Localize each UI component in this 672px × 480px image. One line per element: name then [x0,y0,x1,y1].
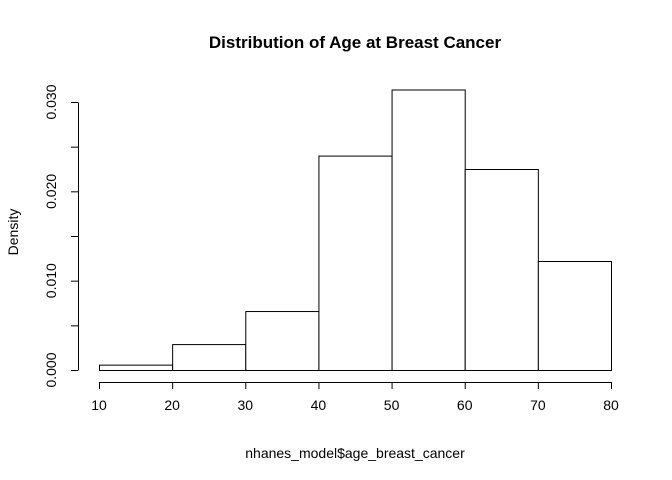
y-tick-label-0.030: 0.030 [43,84,59,119]
x-tick-label-70: 70 [530,397,546,413]
histogram-bar-60-70 [464,169,539,371]
histogram-bar-40-50 [318,155,393,371]
histogram-bars [99,89,612,372]
y-tick-label-0.000: 0.000 [43,352,59,387]
histogram-bar-50-60 [391,89,466,371]
x-tick-label-50: 50 [384,397,400,413]
x-tick-label-60: 60 [457,397,473,413]
y-axis-label: Density [5,209,21,256]
histogram-bar-20-30 [172,344,247,371]
x-tick-label-80: 80 [603,397,619,413]
y-axis: 0.000 0.010 0.020 0.030 [43,84,79,388]
histogram-bar-10-20 [99,364,174,372]
y-tick-label-0.020: 0.020 [43,174,59,209]
y-tick-label-0.010: 0.010 [43,263,59,298]
x-tick-label-40: 40 [311,397,327,413]
x-tick-label-30: 30 [237,397,253,413]
chart-title: Distribution of Age at Breast Cancer [209,33,502,52]
x-axis-label: nhanes_model$age_breast_cancer [245,445,465,461]
x-tick-label-20: 20 [164,397,180,413]
x-tick-label-10: 10 [91,397,107,413]
x-axis: 10 20 30 40 50 60 70 80 [91,382,619,413]
histogram-bar-70-80 [537,261,612,371]
histogram-bar-30-40 [245,311,320,372]
